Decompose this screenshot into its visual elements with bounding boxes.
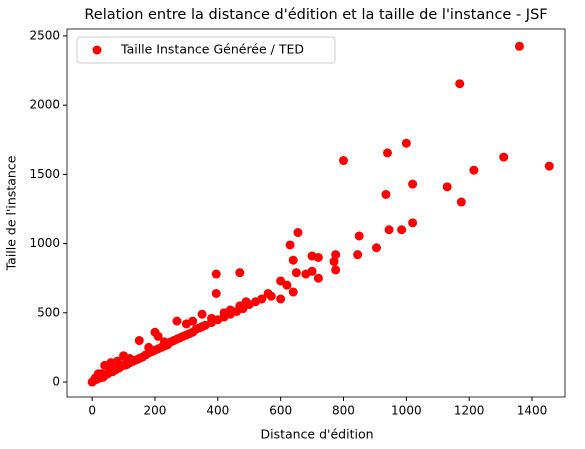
x-tick-label: 200 — [144, 404, 167, 418]
x-tick-label: 800 — [332, 404, 355, 418]
point — [197, 309, 207, 319]
y-tick-label: 500 — [37, 305, 60, 319]
point — [331, 250, 341, 260]
y-tick-label: 2000 — [29, 98, 60, 112]
point — [381, 189, 391, 199]
legend-label: Taille Instance Générée / TED — [120, 42, 304, 57]
x-tick-label: 0 — [88, 404, 96, 418]
point — [257, 294, 267, 304]
point — [313, 252, 323, 262]
point — [456, 197, 466, 207]
y-tick-label: 0 — [52, 375, 60, 389]
x-tick-label: 1000 — [391, 404, 422, 418]
legend-marker — [92, 45, 102, 55]
x-axis-label: Distance d'édition — [260, 427, 373, 442]
point — [211, 269, 221, 279]
point — [301, 269, 311, 279]
point — [469, 165, 479, 175]
point — [455, 79, 465, 89]
point — [353, 250, 363, 260]
point — [106, 365, 116, 375]
point — [172, 316, 182, 326]
point — [288, 287, 298, 297]
point — [276, 294, 286, 304]
point — [313, 273, 323, 283]
point — [499, 152, 509, 162]
point — [291, 268, 301, 278]
point — [134, 336, 144, 346]
x-tick-label: 1200 — [454, 404, 485, 418]
point — [442, 182, 452, 192]
legend-box — [76, 36, 336, 64]
y-tick-label: 2500 — [29, 28, 60, 42]
point — [382, 148, 392, 158]
point — [544, 161, 554, 171]
x-tick-label: 600 — [269, 404, 292, 418]
point — [266, 291, 276, 301]
point — [181, 319, 191, 329]
point — [408, 179, 418, 189]
point — [401, 138, 411, 148]
point — [331, 265, 341, 275]
x-tick-label: 1400 — [517, 404, 548, 418]
x-tick-label: 400 — [206, 404, 229, 418]
y-axis-label: Taille de l'instance — [4, 155, 19, 271]
point — [235, 268, 245, 278]
point — [288, 255, 298, 265]
point — [354, 231, 364, 241]
point — [211, 288, 221, 298]
point — [371, 243, 381, 253]
point — [97, 369, 107, 379]
point — [514, 41, 524, 51]
point — [282, 280, 292, 290]
point — [329, 257, 339, 267]
plot-frame — [66, 28, 566, 398]
point — [397, 225, 407, 235]
chart-title: Relation entre la distance d'édition et … — [84, 7, 547, 23]
point — [338, 156, 348, 166]
point — [384, 225, 394, 235]
point — [293, 228, 303, 238]
y-tick-label: 1500 — [29, 167, 60, 181]
point — [153, 331, 163, 341]
y-tick-label: 1000 — [29, 236, 60, 250]
point — [408, 218, 418, 228]
point — [285, 240, 295, 250]
